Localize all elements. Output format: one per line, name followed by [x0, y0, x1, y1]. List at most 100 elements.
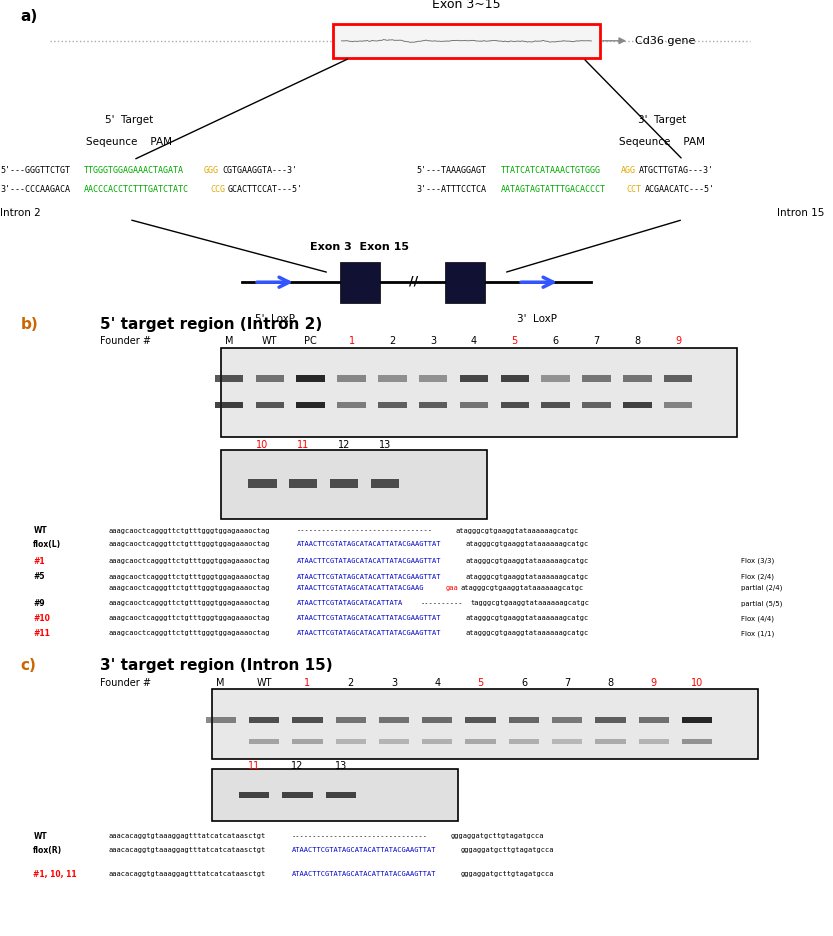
- Text: AACCCACCTCTTTGATCTATC: AACCCACCTCTTTGATCTATC: [84, 185, 189, 194]
- Text: 7: 7: [593, 336, 600, 346]
- Text: 3: 3: [391, 679, 397, 688]
- Bar: [466, 717, 496, 724]
- Text: PC: PC: [304, 336, 317, 346]
- Text: 13: 13: [379, 440, 391, 450]
- Text: 1: 1: [348, 336, 355, 346]
- Text: Seqeunce    PAM: Seqeunce PAM: [619, 138, 706, 147]
- Text: 11: 11: [248, 761, 260, 771]
- Bar: [422, 717, 452, 724]
- Text: ATAACTTCGTATAGCATACATTATACGAAG: ATAACTTCGTATAGCATACATTATACGAAG: [297, 585, 424, 591]
- Bar: [289, 479, 317, 488]
- Text: WT: WT: [33, 526, 47, 535]
- Text: gggaggatgcttgtagatgcca: gggaggatgcttgtagatgcca: [460, 847, 554, 854]
- Text: atagggcgtgaaggtataaaaaagcatgc: atagggcgtgaaggtataaaaaagcatgc: [460, 585, 583, 591]
- Bar: [466, 739, 496, 744]
- Text: CCG: CCG: [210, 185, 225, 194]
- Text: 9: 9: [651, 679, 657, 688]
- Text: 2: 2: [347, 679, 354, 688]
- Text: ----------: ----------: [421, 600, 463, 607]
- Bar: [623, 375, 651, 382]
- Text: aaagcaoctcagggttctgtttgggtggagaaaoctag: aaagcaoctcagggttctgtttgggtggagaaaoctag: [108, 615, 270, 622]
- Text: flox(L): flox(L): [33, 540, 62, 548]
- Text: c): c): [21, 658, 37, 673]
- Text: aaagcaoctcagggttctgtttgggtggagaaaoctag: aaagcaoctcagggttctgtttgggtggagaaaoctag: [108, 541, 270, 548]
- Text: ATAACTTCGTATAGCATACATTATA: ATAACTTCGTATAGCATACATTATA: [297, 600, 403, 607]
- Bar: [460, 375, 488, 382]
- Text: GCACTTCCAT---5': GCACTTCCAT---5': [228, 185, 303, 194]
- Bar: [445, 262, 485, 302]
- Bar: [282, 792, 312, 797]
- Text: Seqeunce    PAM: Seqeunce PAM: [86, 138, 172, 147]
- Text: AGG: AGG: [621, 167, 636, 175]
- Bar: [333, 23, 600, 58]
- Text: aaagcaoctcagggttctgtttgggtggagaaaoctag: aaagcaoctcagggttctgtttgggtggagaaaoctag: [108, 585, 270, 591]
- Text: 1: 1: [304, 679, 311, 688]
- Text: 5' target region (Intron 2): 5' target region (Intron 2): [100, 317, 322, 332]
- Text: 4: 4: [434, 679, 441, 688]
- Bar: [639, 717, 669, 724]
- Text: partial (5/5): partial (5/5): [741, 600, 783, 607]
- Text: atagggcgtgaaggtataaaaaagcatgc: atagggcgtgaaggtataaaaaagcatgc: [465, 615, 588, 622]
- Text: 5'  Target: 5' Target: [105, 115, 153, 125]
- Text: Flox (3/3): Flox (3/3): [741, 558, 775, 564]
- Bar: [337, 375, 366, 382]
- Text: gggaggatgcttgtagatgcca: gggaggatgcttgtagatgcca: [460, 871, 554, 877]
- Text: WT: WT: [257, 679, 272, 688]
- Text: aaagcaoctcagggttctgtttgggtggagaaaoctag: aaagcaoctcagggttctgtttgggtggagaaaoctag: [108, 574, 270, 579]
- Bar: [292, 739, 322, 744]
- Text: TTATCATCATAAACTGTGGG: TTATCATCATAAACTGTGGG: [501, 167, 601, 175]
- Text: --------------------------------: --------------------------------: [292, 833, 427, 840]
- Text: gggaggatgcttgtagatgcca: gggaggatgcttgtagatgcca: [451, 833, 544, 840]
- Bar: [297, 402, 325, 408]
- Bar: [596, 739, 626, 744]
- Bar: [682, 739, 712, 744]
- Text: 5'---TAAAGGAGT: 5'---TAAAGGAGT: [416, 167, 486, 175]
- Text: ATAACTTCGTATAGCATACATTATACGAAGTTAT: ATAACTTCGTATAGCATACATTATACGAAGTTAT: [297, 558, 441, 564]
- Text: Exon 3~15: Exon 3~15: [432, 0, 501, 11]
- Bar: [215, 375, 243, 382]
- Text: 4: 4: [471, 336, 477, 346]
- Text: atagggcgtgaaggtataaaaaagcatgc: atagggcgtgaaggtataaaaaagcatgc: [465, 558, 588, 564]
- Bar: [419, 402, 447, 408]
- Text: CGTGAAGGTA---3': CGTGAAGGTA---3': [222, 167, 297, 175]
- Bar: [509, 717, 539, 724]
- Text: ATAACTTCGTATAGCATACATTATACGAAGTTAT: ATAACTTCGTATAGCATACATTATACGAAGTTAT: [292, 871, 436, 877]
- Text: #10: #10: [33, 614, 50, 622]
- Bar: [340, 262, 380, 302]
- Text: Flox (4/4): Flox (4/4): [741, 615, 775, 622]
- Text: #9: #9: [33, 599, 45, 607]
- Text: aaacacaggtgtaaaggagtttatcatcataasctgt: aaacacaggtgtaaaggagtttatcatcataasctgt: [108, 833, 266, 840]
- Text: aaagcaoctcagggttctgtttgggtggagaaaoctag: aaagcaoctcagggttctgtttgggtggagaaaoctag: [108, 558, 270, 564]
- Bar: [639, 739, 669, 744]
- Bar: [330, 479, 358, 488]
- Text: Exon 3  Exon 15: Exon 3 Exon 15: [311, 242, 409, 253]
- Text: aaagcaoctcagggttctgtttgggtggagaaaoctag: aaagcaoctcagggttctgtttgggtggagaaaoctag: [108, 528, 270, 534]
- Text: 12: 12: [292, 761, 303, 771]
- Text: 3'---CCCAAGACA: 3'---CCCAAGACA: [0, 185, 70, 194]
- Bar: [378, 375, 407, 382]
- Text: 3'  LoxP: 3' LoxP: [517, 314, 557, 324]
- Text: WT: WT: [262, 336, 277, 346]
- Bar: [596, 717, 626, 724]
- Bar: [336, 717, 366, 724]
- Text: ATAACTTCGTATAGCATACATTATACGAAGTTAT: ATAACTTCGTATAGCATACATTATACGAAGTTAT: [297, 615, 441, 622]
- Text: #11: #11: [33, 629, 50, 637]
- Text: 5: 5: [477, 679, 484, 688]
- Text: partial (2/4): partial (2/4): [741, 584, 783, 591]
- Bar: [221, 450, 487, 519]
- Bar: [541, 402, 570, 408]
- Bar: [509, 739, 539, 744]
- Bar: [292, 717, 322, 724]
- Text: 3: 3: [430, 336, 436, 346]
- Text: 5'  LoxP: 5' LoxP: [255, 314, 295, 324]
- Text: Flox (1/1): Flox (1/1): [741, 630, 775, 636]
- Text: Founder #: Founder #: [100, 679, 151, 688]
- Text: 9: 9: [675, 336, 681, 346]
- Text: Founder #: Founder #: [100, 336, 151, 346]
- Bar: [378, 402, 407, 408]
- Text: M: M: [225, 336, 233, 346]
- Text: 3'---ATTTCCTCA: 3'---ATTTCCTCA: [416, 185, 486, 194]
- Text: 6: 6: [521, 679, 527, 688]
- Text: #5: #5: [33, 572, 45, 581]
- Text: aaagcaoctcagggttctgtttgggtggagaaaoctag: aaagcaoctcagggttctgtttgggtggagaaaoctag: [108, 600, 270, 607]
